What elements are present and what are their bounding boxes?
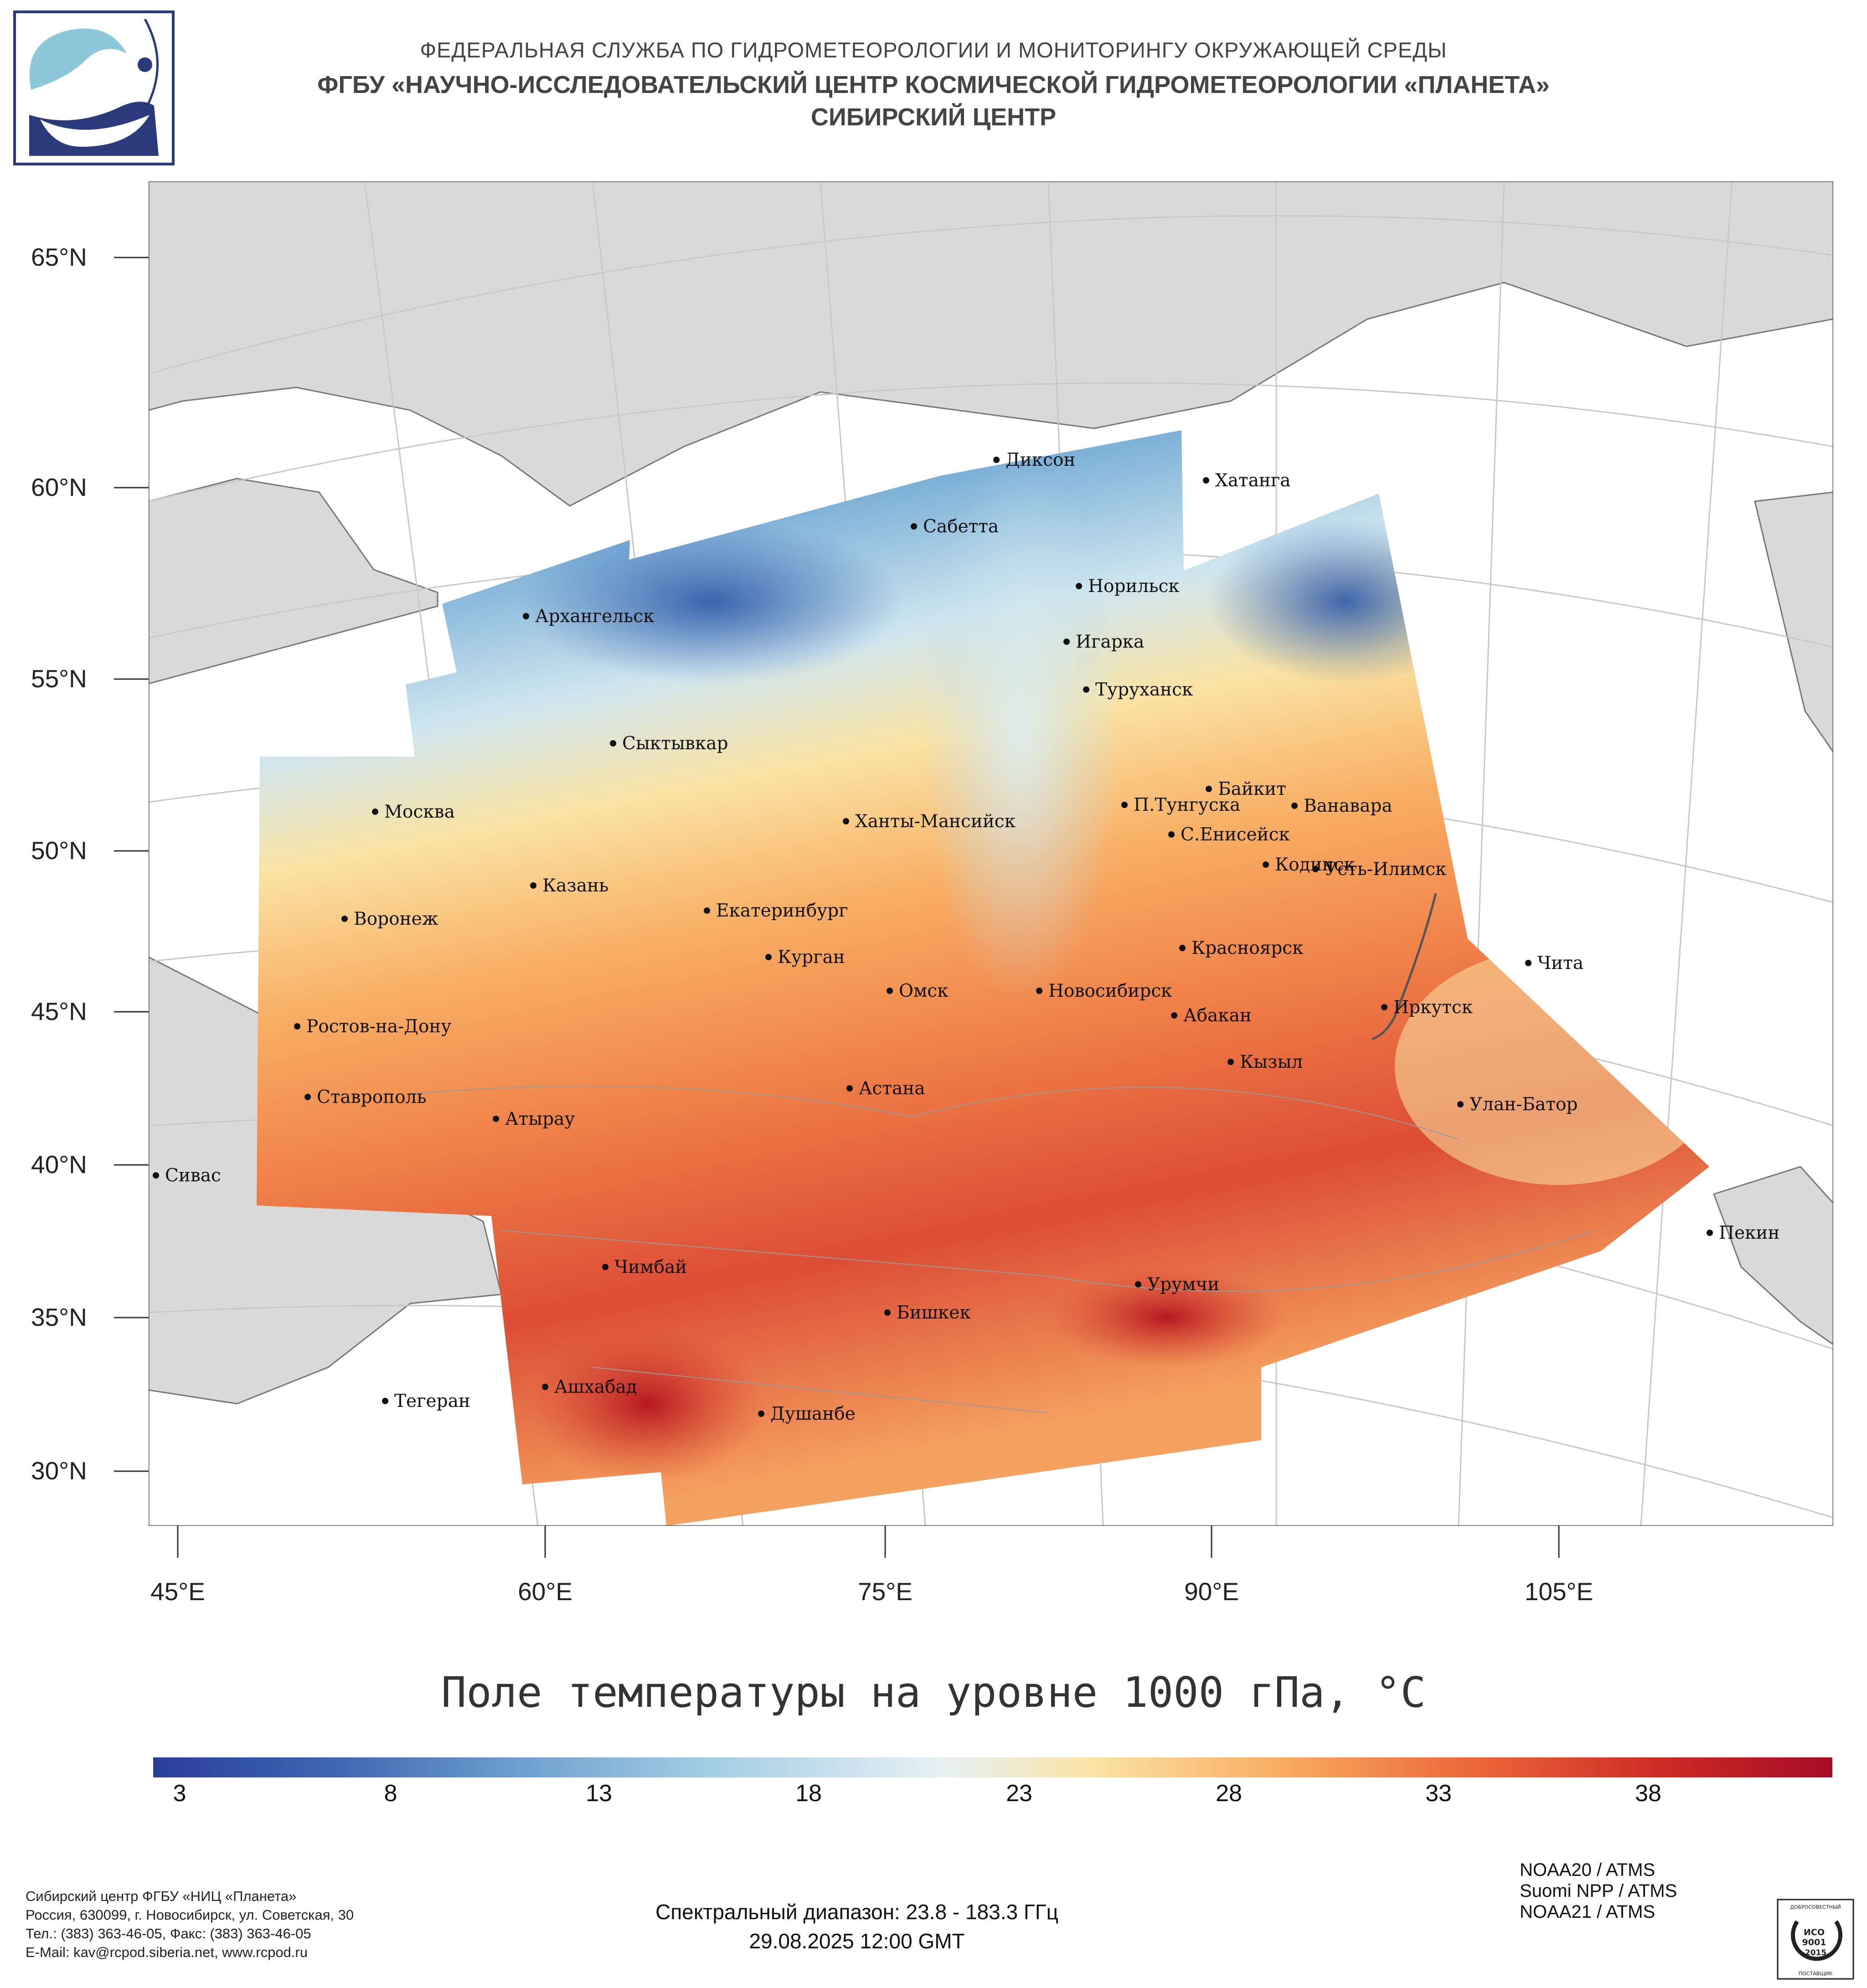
city-label: Сыктывкар bbox=[622, 733, 728, 754]
colorbar-label: 38 bbox=[1635, 1780, 1661, 1807]
city-label: Новосибирск bbox=[1048, 981, 1172, 1001]
colorbar-label: 13 bbox=[586, 1780, 612, 1807]
city-label: С.Енисейск bbox=[1181, 824, 1290, 845]
city-label: Кызыл bbox=[1240, 1052, 1303, 1072]
city-label: Абакан bbox=[1183, 1005, 1252, 1026]
footer-contacts: Сибирский центр ФГБУ «НИЦ «Планета» Росс… bbox=[26, 1887, 354, 1962]
lon-label: 45°E bbox=[150, 1577, 205, 1606]
iso-top-text: ДОБРОСОВЕСТНЫЙ bbox=[1790, 1904, 1841, 1910]
iso-line1: ИСО bbox=[1804, 1927, 1825, 1937]
city-label: Сивас bbox=[165, 1165, 221, 1186]
city-label: Диксон bbox=[1006, 450, 1075, 470]
city-label: Норильск bbox=[1088, 576, 1180, 597]
city-label: Иркутск bbox=[1393, 997, 1473, 1018]
city-label: Байкит bbox=[1218, 779, 1286, 799]
city-label: Ростов-на-Дону bbox=[306, 1016, 451, 1037]
city-label: Улан-Батор bbox=[1470, 1094, 1578, 1115]
city-label: Красноярск bbox=[1191, 938, 1304, 958]
city-label: Омск bbox=[899, 981, 949, 1001]
header-agency: ФЕДЕРАЛЬНАЯ СЛУЖБА ПО ГИДРОМЕТЕОРОЛОГИИ … bbox=[420, 38, 1447, 62]
city-label: Душанбе bbox=[770, 1404, 856, 1424]
city-label: Тегеран bbox=[394, 1391, 470, 1411]
colorbar-label: 8 bbox=[384, 1780, 397, 1807]
lon-label: 105°E bbox=[1524, 1577, 1594, 1606]
city-label: Урумчи bbox=[1147, 1274, 1219, 1295]
colorbar-label: 33 bbox=[1425, 1780, 1452, 1807]
lon-label: 90°E bbox=[1184, 1577, 1239, 1606]
spectral-range: Спектральный диапазон: 23.8 - 183.3 ГГц bbox=[655, 1900, 1059, 1924]
planeta-logo bbox=[13, 10, 175, 165]
observation-datetime: 29.08.2025 12:00 GMT bbox=[749, 1929, 965, 1953]
satellite-item: NOAA21 / ATMS bbox=[1520, 1902, 1656, 1922]
city-label: Ставрополь bbox=[317, 1087, 427, 1107]
footer-phone: Тел.: (383) 363-46-05, Факс: (383) 363-4… bbox=[26, 1926, 311, 1942]
iso-line2: 9001 bbox=[1802, 1937, 1826, 1947]
colorbar-label: 23 bbox=[1006, 1780, 1032, 1807]
lat-label: 45°N bbox=[31, 997, 87, 1025]
lat-ticks bbox=[114, 257, 149, 1472]
lon-ticks bbox=[177, 1526, 1560, 1558]
city-label: Ханты-Мансийск bbox=[855, 811, 1016, 832]
city-label: Сабетта bbox=[923, 516, 999, 537]
colorbar-label: 3 bbox=[173, 1780, 186, 1807]
city-label: Туруханск bbox=[1095, 680, 1193, 700]
lon-label: 75°E bbox=[858, 1577, 913, 1606]
city-label: Архангельск bbox=[535, 606, 654, 627]
city-label: П.Тунгуска bbox=[1134, 795, 1240, 815]
city-label: Астана bbox=[859, 1078, 925, 1099]
satellite-item: Suomi NPP / ATMS bbox=[1520, 1881, 1677, 1901]
city-label: Чита bbox=[1537, 953, 1583, 973]
iso-certification-badge: ДОБРОСОВЕСТНЫЙ ИСО 9001 -2015 ПОСТАВЩИК bbox=[1777, 1899, 1854, 1980]
city-label: Пекин bbox=[1719, 1223, 1779, 1243]
satellite-list: NOAA20 / ATMS Suomi NPP / ATMS NOAA21 / … bbox=[1520, 1859, 1677, 1922]
city-label: Екатеринбург bbox=[716, 901, 848, 921]
city-label: Воронеж bbox=[354, 909, 438, 929]
colorbar bbox=[153, 1757, 1832, 1777]
colorbar-label: 28 bbox=[1216, 1780, 1242, 1807]
lat-label: 35°N bbox=[31, 1303, 87, 1331]
lat-label: 50°N bbox=[31, 836, 87, 865]
city-label: Бишкек bbox=[897, 1303, 971, 1323]
city-label: Атырау bbox=[505, 1109, 575, 1129]
colorbar-label: 18 bbox=[795, 1780, 822, 1807]
iso-bottom-text: ПОСТАВЩИК bbox=[1799, 1971, 1833, 1977]
city-label: Ванавара bbox=[1304, 796, 1393, 816]
header-institute: ФГБУ «НАУЧНО-ИССЛЕДОВАТЕЛЬСКИЙ ЦЕНТР КОС… bbox=[317, 71, 1550, 98]
city-label: Ашхабад bbox=[554, 1377, 637, 1397]
lat-label: 65°N bbox=[31, 243, 87, 271]
footer-address: Россия, 630099, г. Новосибирск, ул. Сове… bbox=[26, 1907, 354, 1923]
temperature-map: Диксон Хатанга Сабетта Норильск Архангел… bbox=[149, 181, 1833, 1526]
lat-label: 40°N bbox=[31, 1150, 87, 1179]
footer-email: E-Mail: kav@rcpod.siberia.net, www.rcpod… bbox=[26, 1944, 308, 1960]
satellite-item: NOAA20 / ATMS bbox=[1520, 1860, 1656, 1880]
header-center: СИБИРСКИЙ ЦЕНТР bbox=[810, 103, 1057, 131]
iso-line3: -2015 bbox=[1802, 1948, 1826, 1957]
lat-label: 30°N bbox=[31, 1457, 87, 1485]
lat-label: 60°N bbox=[31, 473, 87, 501]
lon-label: 60°E bbox=[518, 1577, 572, 1606]
city-label: Игарка bbox=[1076, 632, 1144, 652]
city-label: Курган bbox=[778, 947, 845, 968]
lat-label: 55°N bbox=[31, 664, 87, 693]
city-label: Чимбай bbox=[614, 1257, 687, 1277]
city-label: Хатанга bbox=[1215, 470, 1291, 491]
city-label: Казань bbox=[542, 876, 609, 896]
city-label: Москва bbox=[384, 802, 455, 822]
map-title: Поле температуры на уровне 1000 гПа, °С bbox=[441, 1668, 1426, 1717]
footer-org: Сибирский центр ФГБУ «НИЦ «Планета» bbox=[26, 1888, 297, 1904]
city-label: Усть-Илимск bbox=[1325, 859, 1446, 880]
